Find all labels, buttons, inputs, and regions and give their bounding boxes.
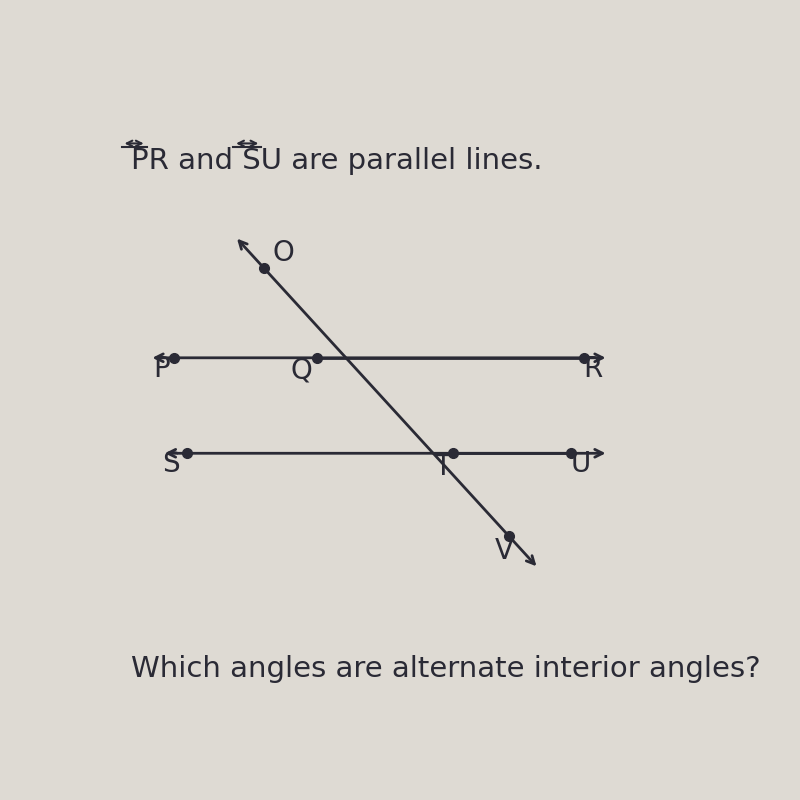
Text: P: P	[154, 355, 170, 383]
Text: T: T	[434, 453, 450, 481]
Text: V: V	[494, 537, 514, 565]
Text: R: R	[583, 355, 602, 383]
Text: Q: Q	[290, 356, 312, 384]
Text: Which angles are alternate interior angles?: Which angles are alternate interior angl…	[131, 655, 761, 683]
Text: U: U	[570, 450, 590, 478]
Text: O: O	[272, 239, 294, 267]
Text: PR and SU are parallel lines.: PR and SU are parallel lines.	[131, 146, 542, 174]
Text: S: S	[162, 450, 180, 478]
